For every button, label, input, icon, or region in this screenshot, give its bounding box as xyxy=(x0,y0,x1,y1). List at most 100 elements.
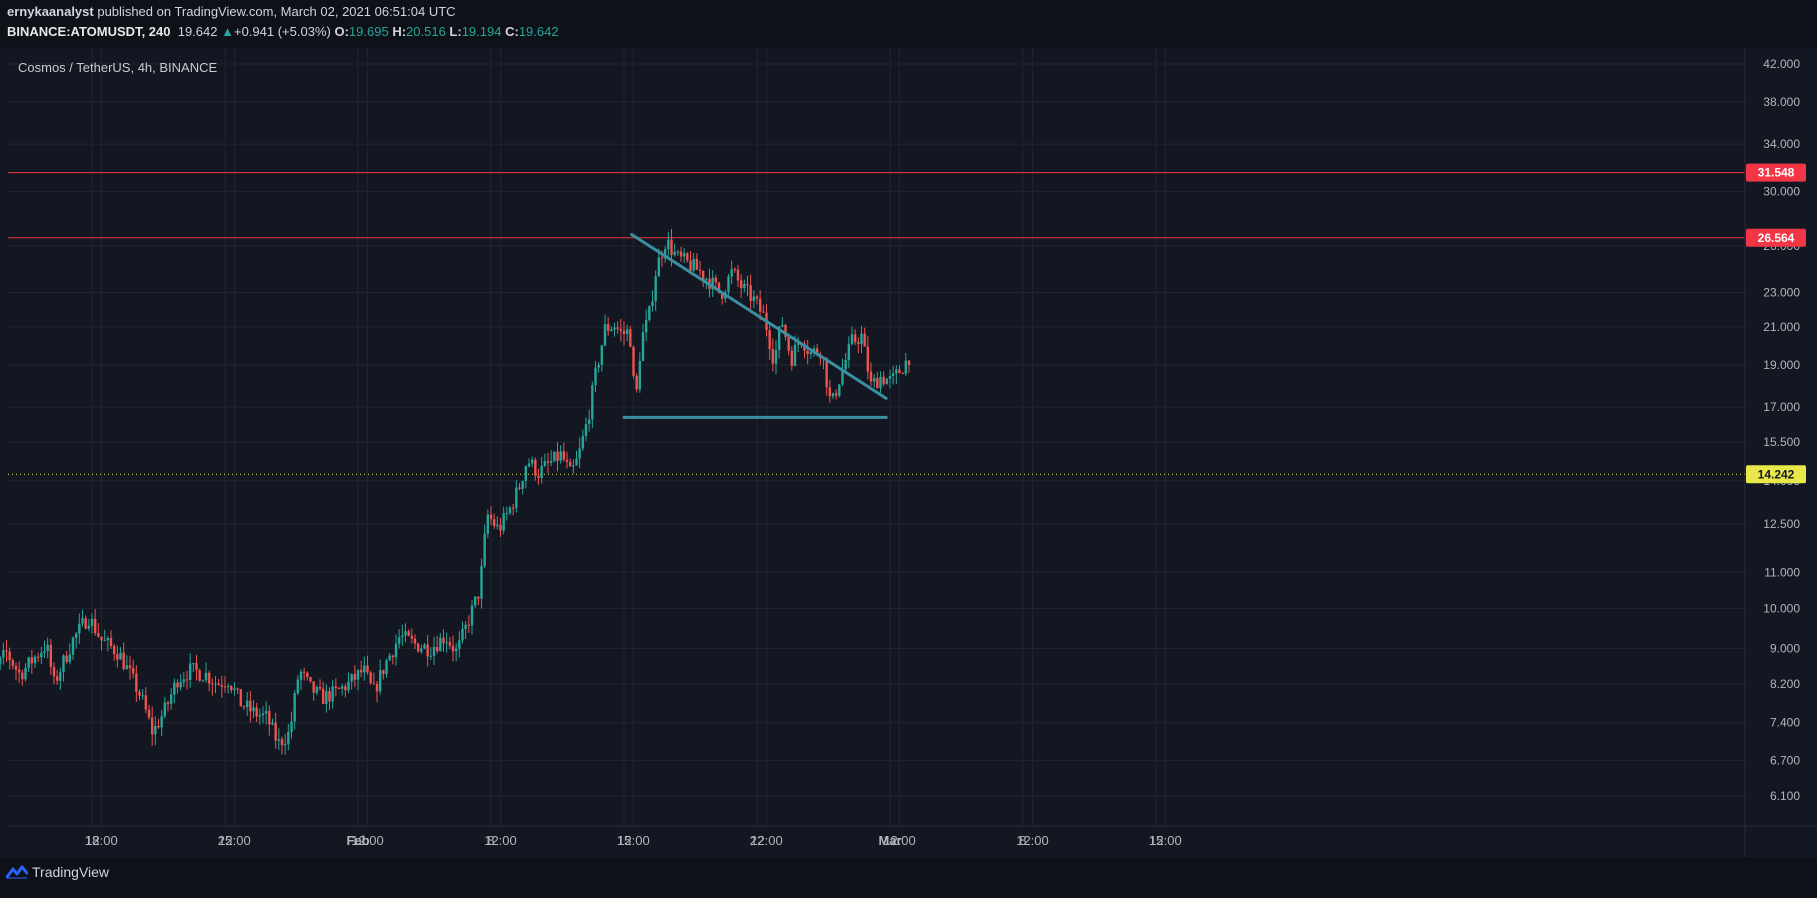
x-tick-label: 12:00 xyxy=(883,833,916,848)
candle-up xyxy=(287,731,290,745)
publish-line: ernykaanalyst published on TradingView.c… xyxy=(7,4,456,19)
candle-up xyxy=(245,700,249,708)
candle-up xyxy=(752,296,756,302)
candle-down xyxy=(562,451,566,460)
candle-down xyxy=(689,260,692,271)
y-tick-label: 7.400 xyxy=(1770,716,1800,730)
candle-up xyxy=(603,324,607,346)
candle-down xyxy=(128,665,132,669)
candle-down xyxy=(116,654,119,660)
candle-up xyxy=(331,686,334,702)
candle-up xyxy=(470,605,474,626)
x-tick-label: 12:00 xyxy=(750,833,783,848)
candle-up xyxy=(594,367,597,386)
price-level-labels: 31.548 26.564 14.242 xyxy=(1746,163,1806,484)
y-tick-label: 10.000 xyxy=(1763,601,1800,615)
x-tick-label: 12:00 xyxy=(617,833,650,848)
up-arrow-icon: ▲ xyxy=(221,24,234,39)
candle-up xyxy=(793,344,797,366)
candle-up xyxy=(524,466,528,482)
candle-up xyxy=(214,683,217,685)
x-tick-label: 22 xyxy=(750,833,764,848)
candle-up xyxy=(578,448,581,459)
y-tick-label: 34.000 xyxy=(1763,137,1800,151)
triangle-pattern[interactable] xyxy=(622,232,888,419)
candle-down xyxy=(382,670,385,675)
candle-down xyxy=(280,739,284,746)
candle-down xyxy=(30,657,34,664)
candle-up xyxy=(831,393,835,397)
candle-up xyxy=(641,332,645,361)
candle-up xyxy=(809,351,813,355)
candle-down xyxy=(144,695,148,710)
y-tick-label: 6.100 xyxy=(1770,789,1800,803)
candle-up xyxy=(781,324,784,327)
grid xyxy=(8,48,1745,826)
candle-down xyxy=(198,670,201,681)
candle-up xyxy=(464,624,467,630)
candle-down xyxy=(467,624,471,626)
candle-down xyxy=(701,270,705,280)
y-tick-label: 19.000 xyxy=(1763,358,1800,372)
candle-up xyxy=(264,710,268,714)
candle-up xyxy=(673,251,676,255)
candle-down xyxy=(606,324,610,331)
candle-down xyxy=(337,687,341,689)
candle-down xyxy=(255,707,258,717)
candle-up xyxy=(347,681,350,691)
candle-up xyxy=(844,359,847,370)
y-tick-label: 30.000 xyxy=(1763,185,1800,199)
candle-down xyxy=(907,360,911,365)
candle-down xyxy=(416,643,420,652)
tradingview-logo[interactable]: TradingView xyxy=(6,864,109,880)
candle-up xyxy=(508,507,512,514)
x-tick-label: 25 xyxy=(218,833,232,848)
candle-down xyxy=(755,296,759,299)
candle-down xyxy=(733,269,737,271)
candle-up xyxy=(173,682,176,695)
candle-down xyxy=(787,336,790,351)
candle-up xyxy=(904,360,908,374)
candle-down xyxy=(138,691,141,696)
candle-down xyxy=(869,371,873,382)
candle-up xyxy=(540,465,543,478)
candle-up xyxy=(59,672,62,681)
candle-down xyxy=(236,688,239,690)
author-name[interactable]: ernykaanalyst xyxy=(7,4,94,19)
candle-down xyxy=(17,669,21,673)
candle-up xyxy=(445,642,448,644)
candle-up xyxy=(473,596,477,606)
candle-up xyxy=(888,375,892,379)
candle-up xyxy=(106,637,110,641)
candle-up xyxy=(587,419,591,424)
triangle-upper-trendline[interactable] xyxy=(630,232,888,400)
candle-up xyxy=(838,384,841,396)
candle-up xyxy=(613,327,616,330)
candle-down xyxy=(14,665,18,670)
candle-up xyxy=(667,239,670,250)
candle-up xyxy=(777,326,781,350)
candle-up xyxy=(895,369,898,374)
symbol-label[interactable]: BINANCE:ATOMUSDT, 240 xyxy=(7,24,171,39)
x-tick-label: 8 xyxy=(487,833,494,848)
candle-down xyxy=(372,683,376,685)
candle-up xyxy=(163,702,167,717)
candle-down xyxy=(619,328,623,331)
x-tick-label: 15 xyxy=(1149,833,1163,848)
candle-down xyxy=(686,253,689,261)
candle-down xyxy=(442,637,445,644)
candle-down xyxy=(49,644,53,668)
candle-down xyxy=(492,519,496,527)
candle-up xyxy=(796,343,800,345)
y-tick-label: 17.000 xyxy=(1763,400,1800,414)
candle-down xyxy=(274,722,277,741)
candle-down xyxy=(93,618,97,634)
candle-up xyxy=(43,650,46,653)
tradingview-icon xyxy=(6,865,28,879)
candle-down xyxy=(901,372,904,374)
candle-down xyxy=(863,333,866,347)
candle-up xyxy=(340,686,344,689)
last-price: 19.642 xyxy=(177,24,218,39)
